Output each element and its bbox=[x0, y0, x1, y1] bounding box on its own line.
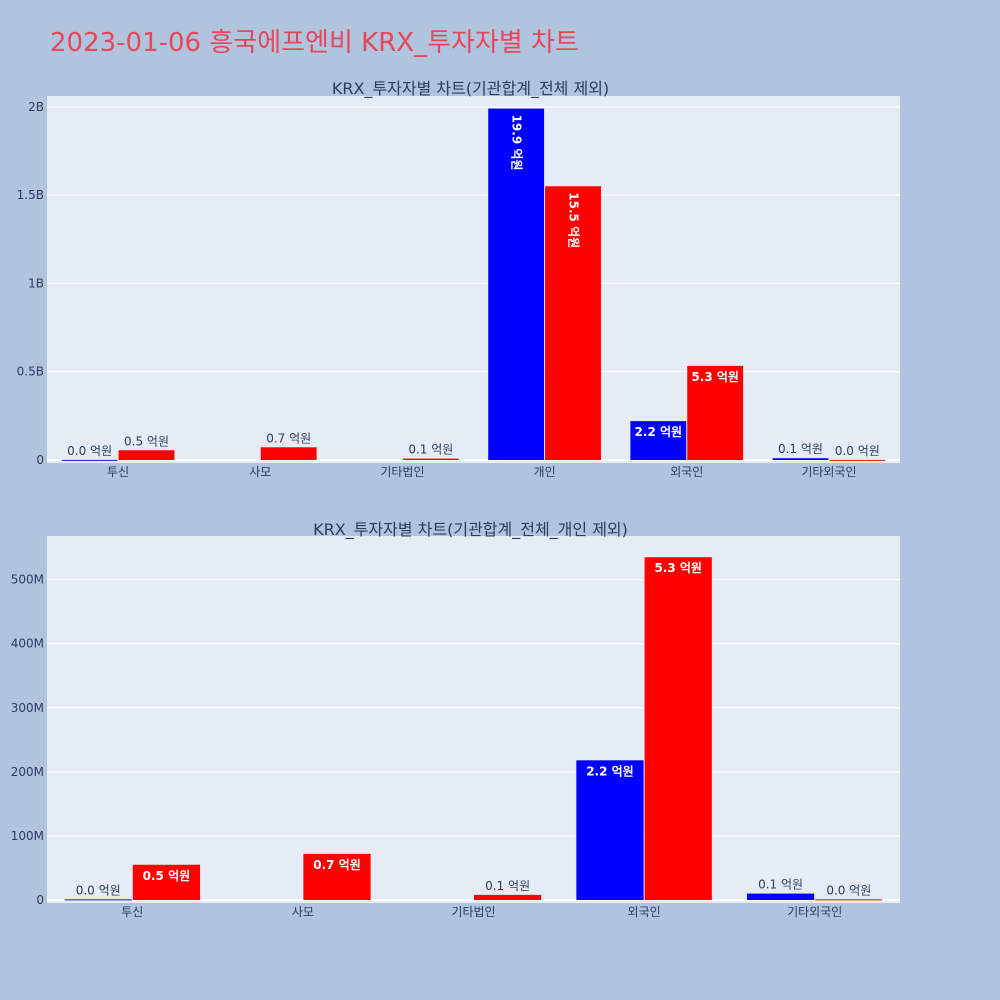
sell-bar bbox=[402, 458, 459, 460]
x-tick-label: 기타법인 bbox=[451, 905, 495, 919]
data-label: 2.2 억원 bbox=[635, 425, 683, 439]
sell-bar bbox=[545, 186, 601, 461]
subplot-title: KRX_투자자별 차트(기관합계_전체_개인 제외) bbox=[313, 520, 628, 540]
data-label: 0.1 억원 bbox=[408, 443, 453, 457]
x-tick-label: 외국인 bbox=[628, 905, 661, 919]
y-tick-label: 300M bbox=[11, 701, 44, 715]
y-tick-label: 0 bbox=[36, 893, 44, 907]
data-label: 0.1 억원 bbox=[758, 878, 803, 892]
data-label: 0.5 억원 bbox=[143, 869, 191, 883]
y-tick-label: 400M bbox=[11, 637, 44, 651]
y-tick-label: 100M bbox=[11, 829, 44, 843]
y-tick-label: 200M bbox=[11, 765, 44, 779]
buy-bar bbox=[630, 421, 687, 460]
sell-bar bbox=[815, 899, 883, 901]
data-label: 0.0 억원 bbox=[76, 883, 121, 897]
sell-bar bbox=[260, 447, 317, 460]
sell-bar bbox=[687, 365, 744, 460]
subplot-title: KRX_투자자별 차트(기관합계_전체 제외) bbox=[332, 79, 609, 99]
buy-bar bbox=[746, 893, 815, 900]
chart-2: 0 100M 200M 300M 400M 500M KRX_투자자별 차트(기관합계_전체… bbox=[11, 520, 900, 919]
buy-bar bbox=[576, 760, 644, 900]
x-tick-label: 사모 bbox=[292, 905, 314, 919]
data-label: 2.2 억원 bbox=[586, 764, 634, 778]
data-label: 0.7 억원 bbox=[266, 431, 311, 445]
sell-bar bbox=[118, 450, 175, 460]
data-label: 19.9 억원 bbox=[510, 115, 524, 171]
buy-bar bbox=[772, 458, 829, 460]
x-tick-label: 기타외국인 bbox=[787, 905, 842, 919]
buy-bar bbox=[488, 108, 545, 460]
x-tick-label: 기타법인 bbox=[380, 465, 424, 479]
data-label: 15.5 억원 bbox=[567, 192, 581, 248]
y-tick-label: 0.5B bbox=[17, 365, 44, 379]
y-tick-label: 1.5B bbox=[17, 188, 44, 202]
data-label: 0.0 억원 bbox=[835, 444, 880, 458]
plot-area bbox=[47, 536, 900, 903]
sell-bar bbox=[303, 853, 371, 900]
sell-bar bbox=[644, 557, 712, 900]
y-tick-label: 0 bbox=[36, 453, 44, 467]
chart-1: 0 0.5B 1B 1.5B 2B KRX_투자자별 차트(기관합계_전체 제외) 투신 0.… bbox=[17, 79, 900, 479]
x-tick-label: 개인 bbox=[534, 465, 556, 479]
data-label: 5.3 억원 bbox=[691, 370, 739, 384]
y-tick-label: 2B bbox=[28, 100, 44, 114]
x-tick-label: 사모 bbox=[249, 465, 271, 479]
data-label: 0.5 억원 bbox=[124, 434, 169, 448]
data-label: 0.7 억원 bbox=[313, 858, 361, 872]
sell-bar bbox=[829, 459, 886, 461]
data-label: 0.0 억원 bbox=[67, 444, 112, 458]
data-label: 5.3 억원 bbox=[654, 561, 702, 575]
x-tick-label: 투신 bbox=[121, 905, 143, 919]
sell-bar bbox=[132, 864, 201, 900]
buy-bar bbox=[61, 459, 118, 461]
y-tick-label: 1B bbox=[28, 276, 44, 290]
sell-bar bbox=[474, 894, 542, 900]
x-tick-label: 외국인 bbox=[670, 465, 703, 479]
page-title: 2023-01-06 흥국에프엔비 KRX_투자자별 차트 bbox=[50, 28, 579, 58]
data-label: 0.1 억원 bbox=[778, 442, 823, 456]
plot-area bbox=[47, 96, 900, 463]
buy-bar bbox=[64, 899, 132, 901]
y-tick-label: 500M bbox=[11, 573, 44, 587]
x-tick-label: 투신 bbox=[107, 465, 129, 479]
x-tick-label: 기타외국인 bbox=[801, 465, 856, 479]
data-label: 0.0 억원 bbox=[826, 883, 871, 897]
data-label: 0.1 억원 bbox=[485, 879, 530, 893]
